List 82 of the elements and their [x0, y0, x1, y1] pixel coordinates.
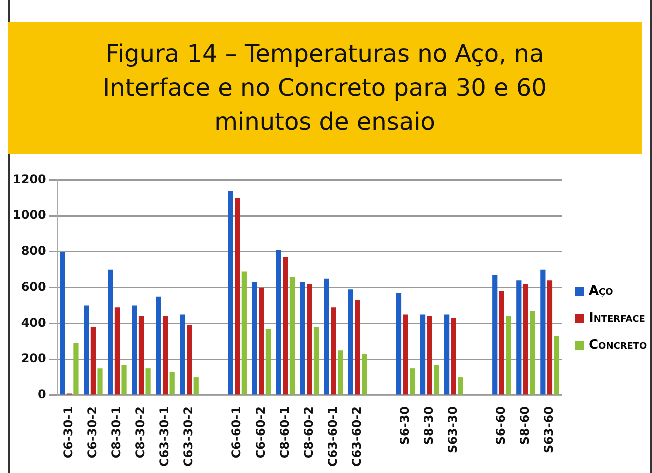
bar	[410, 368, 416, 395]
y-tick-label: 0	[38, 388, 46, 402]
x-tick-label: S6-60	[494, 406, 508, 446]
bar	[324, 278, 330, 395]
bar	[242, 272, 247, 395]
y-tick-label: 400	[21, 316, 46, 330]
bar	[170, 372, 175, 395]
y-tick-label: 200	[21, 352, 46, 366]
bar	[276, 250, 282, 395]
bar	[348, 290, 354, 395]
x-tick-label: S63-30	[446, 406, 460, 454]
bar	[235, 198, 240, 395]
bar	[300, 282, 306, 395]
bar	[362, 354, 368, 395]
bar	[290, 277, 296, 395]
bar	[427, 316, 432, 395]
bar	[252, 282, 258, 395]
bar	[516, 280, 522, 395]
x-tick-label: C8-30-1	[110, 406, 124, 459]
x-tick-label: C8-30-2	[134, 406, 148, 459]
bar	[187, 326, 192, 395]
bar	[444, 314, 450, 395]
bar	[228, 190, 234, 395]
x-tick-label: C6-30-2	[86, 406, 100, 459]
bar	[108, 270, 114, 395]
y-tick-label: 1000	[12, 208, 46, 222]
x-tick-label: C63-30-1	[158, 406, 172, 467]
legend-label: Aço	[589, 284, 614, 299]
x-tick-label: C6-30-1	[62, 406, 76, 459]
bar	[180, 314, 186, 395]
bar	[403, 314, 408, 395]
bar	[60, 252, 66, 395]
bar	[506, 316, 512, 395]
bar	[266, 329, 272, 395]
bar	[84, 306, 90, 395]
bar	[331, 308, 336, 395]
legend-label: Concreto	[589, 338, 648, 353]
bar	[156, 296, 162, 395]
bar	[114, 308, 120, 395]
x-tick-label: S6-30	[398, 406, 412, 446]
bar	[540, 270, 546, 395]
bar	[492, 275, 498, 395]
legend-label: Interface	[589, 311, 646, 326]
bar	[162, 316, 168, 395]
y-tick-label: 1200	[12, 172, 46, 186]
y-tick-label: 600	[21, 280, 46, 294]
x-tick-label: C63-60-2	[350, 406, 364, 467]
bar	[283, 257, 288, 395]
x-tick-label: C6-60-2	[254, 406, 268, 459]
y-tick-label: 800	[21, 244, 46, 258]
bar	[90, 327, 96, 395]
bar	[458, 378, 464, 395]
x-tick-label: C63-30-2	[182, 406, 196, 467]
bar	[451, 318, 456, 395]
bar	[554, 336, 560, 395]
bar	[194, 378, 199, 395]
bar	[122, 364, 127, 395]
x-tick-label: C8-60-1	[278, 406, 292, 459]
bar	[307, 284, 312, 395]
chart-title: Figura 14 – Temperaturas no Aço, na Interface e no Concreto para 30 e 60 minutos de ensaio	[8, 22, 642, 154]
x-tick-label: S63-60	[542, 406, 556, 454]
bar	[259, 288, 264, 395]
bar	[499, 291, 504, 395]
x-tick-label: C63-60-1	[326, 406, 340, 467]
bar	[547, 280, 553, 395]
x-tick-label: S8-30	[422, 406, 436, 446]
x-tick-label: C8-60-2	[302, 406, 316, 459]
bar	[396, 293, 402, 395]
bar	[338, 350, 344, 395]
bar	[74, 343, 79, 395]
bar	[355, 300, 360, 395]
bar	[523, 284, 529, 395]
bar	[132, 306, 138, 395]
bar	[434, 364, 440, 395]
x-tick-label: S8-60	[518, 406, 532, 446]
bar	[530, 311, 536, 395]
bar	[314, 327, 320, 395]
bar	[138, 316, 144, 395]
bar	[420, 314, 426, 395]
x-tick-label: C6-60-1	[230, 406, 244, 459]
bar	[98, 368, 103, 395]
bar	[146, 368, 151, 395]
